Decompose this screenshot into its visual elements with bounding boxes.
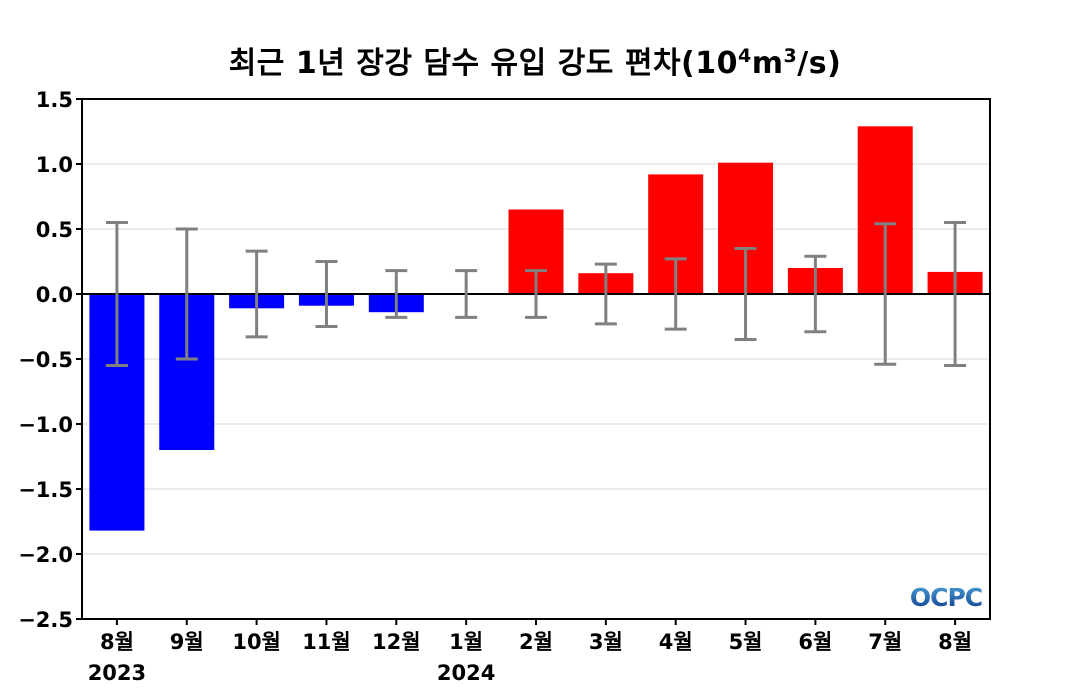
x-tick-label: 3월	[589, 630, 623, 654]
x-tick-labels: 8월 9월 10월 11월 12월 1월 2월 3월 4월 5월 6월 7월 8월 2023 2024	[88, 630, 972, 685]
y-tick-labels: 1.5 1.0 0.5 0.0 −0.5 −1.0 −1.5 −2.0 −2.5	[18, 88, 73, 632]
x-tick-label: 9월	[170, 630, 204, 654]
y-tick-label: −0.5	[18, 348, 73, 372]
x-tick-label: 12월	[372, 630, 421, 654]
x-tick-label: 8월	[938, 630, 972, 654]
x-tick-label: 10월	[232, 630, 281, 654]
y-tick-label: 0.5	[36, 218, 73, 242]
y-tick-label: 1.5	[36, 88, 73, 112]
y-tick-label: −2.5	[18, 608, 73, 632]
x-tick-label: 2월	[519, 630, 553, 654]
bars	[89, 126, 983, 531]
year-label: 2023	[88, 661, 146, 685]
y-tick-label: −2.0	[18, 543, 73, 567]
ocpc-logo: OCPC	[910, 583, 983, 612]
y-tick-label: −1.0	[18, 413, 73, 437]
x-tick-label: 4월	[659, 630, 693, 654]
x-tick-label: 8월	[100, 630, 134, 654]
y-tick-label: 1.0	[36, 153, 73, 177]
x-tick-label: 11월	[302, 630, 351, 654]
x-tick-label: 6월	[798, 630, 832, 654]
year-label: 2024	[437, 661, 495, 685]
error-bars	[105, 221, 967, 367]
x-tick-label: 5월	[729, 630, 763, 654]
y-tick-label: 0.0	[36, 283, 73, 307]
x-tick-label: 7월	[868, 630, 902, 654]
y-tick-label: −1.5	[18, 478, 73, 502]
axis-ticks	[76, 98, 957, 625]
svg-text:OCPC: OCPC	[910, 583, 982, 612]
x-tick-label: 1월	[449, 630, 483, 654]
chart-title: 최근 1년 장강 담수 유입 강도 편차(104m3/s)	[228, 45, 842, 81]
